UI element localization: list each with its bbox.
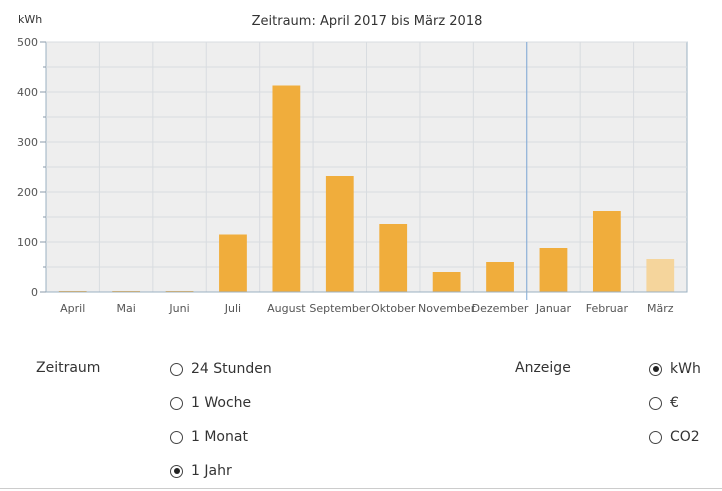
bar-oktober — [379, 224, 408, 292]
radio-button[interactable] — [170, 464, 183, 478]
zeitraum-radio-group: 24 Stunden 1 Woche 1 Monat 1 Jahr — [170, 352, 272, 488]
x-tick-label: September — [309, 302, 370, 315]
chart-svg: 0 100 200 300 400 500 April Mai Juni Juli August Se… — [17, 13, 688, 315]
radio-button[interactable] — [649, 362, 662, 376]
y-tick-label: 400 — [17, 86, 38, 99]
chart-title: Zeitraum: April 2017 bis März 2018 — [252, 14, 483, 29]
bottom-divider — [0, 488, 722, 489]
radio-label: CO2 — [670, 429, 700, 445]
radio-label: 1 Monat — [191, 429, 248, 445]
x-tick-label: Juni — [168, 302, 189, 315]
bar-august — [272, 85, 301, 292]
bar-januar — [539, 248, 568, 292]
radio-option-kwh[interactable]: kWh — [649, 352, 701, 386]
x-tick-label: August — [267, 302, 306, 315]
energy-chart: 0 100 200 300 400 500 April Mai Juni Juli August Se… — [17, 13, 688, 315]
anzeige-label: Anzeige — [515, 360, 571, 376]
bar-september — [325, 176, 354, 292]
radio-option-1-jahr[interactable]: 1 Jahr — [170, 454, 272, 488]
y-tick-label: 500 — [17, 36, 38, 49]
y-tick-label: 200 — [17, 186, 38, 199]
radio-label: € — [670, 395, 679, 411]
radio-label: 1 Woche — [191, 395, 252, 411]
radio-button[interactable] — [170, 362, 183, 376]
x-tick-label: Dezember — [472, 302, 529, 315]
x-tick-label: Oktober — [371, 302, 416, 315]
radio-label: 24 Stunden — [191, 361, 272, 377]
x-tick-label: Januar — [535, 302, 572, 315]
y-tick-label: 100 — [17, 236, 38, 249]
radio-label: kWh — [670, 361, 701, 377]
radio-option-1-woche[interactable]: 1 Woche — [170, 386, 272, 420]
bar-dezember — [486, 262, 514, 292]
x-tick-label: März — [647, 302, 674, 315]
y-tick-label: 0 — [31, 286, 38, 299]
radio-button[interactable] — [170, 396, 183, 410]
bar-februar — [592, 211, 621, 292]
radio-option-co2[interactable]: CO2 — [649, 420, 701, 454]
radio-label: 1 Jahr — [191, 463, 232, 479]
x-tick-label: Mai — [116, 302, 135, 315]
y-axis-label: kWh — [18, 13, 42, 26]
bar-november — [432, 272, 461, 292]
radio-button[interactable] — [170, 430, 183, 444]
controls-panel: Zeitraum 24 Stunden 1 Woche 1 Monat 1 Ja… — [0, 350, 722, 491]
x-tick-label: November — [418, 302, 476, 315]
bar-juli — [219, 234, 247, 292]
radio-option-euro[interactable]: € — [649, 386, 701, 420]
radio-option-1-monat[interactable]: 1 Monat — [170, 420, 272, 454]
zeitraum-label: Zeitraum — [36, 360, 101, 376]
x-tick-label: Juli — [224, 302, 241, 315]
x-tick-label: Februar — [586, 302, 629, 315]
x-tick-label: April — [60, 302, 85, 315]
anzeige-radio-group: kWh € CO2 — [649, 352, 701, 454]
radio-button[interactable] — [649, 430, 662, 444]
radio-button[interactable] — [649, 396, 662, 410]
bar-märz — [646, 259, 675, 292]
radio-option-24-stunden[interactable]: 24 Stunden — [170, 352, 272, 386]
y-tick-label: 300 — [17, 136, 38, 149]
